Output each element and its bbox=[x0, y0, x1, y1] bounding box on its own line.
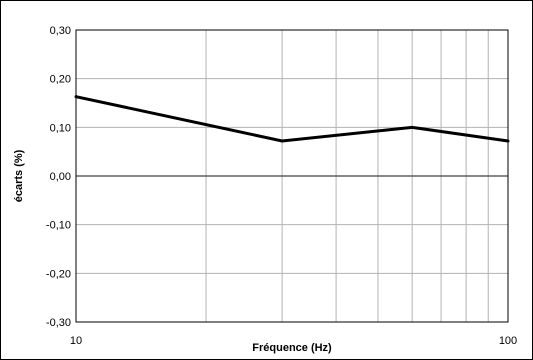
x-tick-label: 10 bbox=[70, 335, 82, 347]
data-series bbox=[74, 95, 510, 143]
y-axis-title: écarts (%) bbox=[13, 149, 25, 202]
y-axis-tick-labels: 0,30 0,20 0,10 0,00 -0,10 -0,20 -0,30 bbox=[46, 25, 71, 329]
data-point bbox=[280, 139, 284, 143]
x-axis-tick-labels: 10 100 bbox=[70, 335, 517, 347]
y-tick-label: 0,00 bbox=[50, 171, 71, 183]
y-tick-label: -0,30 bbox=[46, 317, 71, 329]
series-line bbox=[75, 95, 509, 143]
y-tick-label: -0,10 bbox=[46, 220, 71, 232]
data-point bbox=[74, 95, 78, 99]
plot-area-frame bbox=[75, 29, 509, 323]
y-tick-label: 0,20 bbox=[50, 74, 71, 86]
y-tick-label: 0,30 bbox=[50, 25, 71, 37]
y-tick-label: -0,20 bbox=[46, 268, 71, 280]
x-axis-title: Fréquence (Hz) bbox=[252, 342, 332, 354]
y-tick-label: 0,10 bbox=[50, 122, 71, 134]
x-tick-label: 100 bbox=[499, 335, 517, 347]
data-point bbox=[506, 139, 510, 143]
data-point bbox=[410, 125, 414, 129]
